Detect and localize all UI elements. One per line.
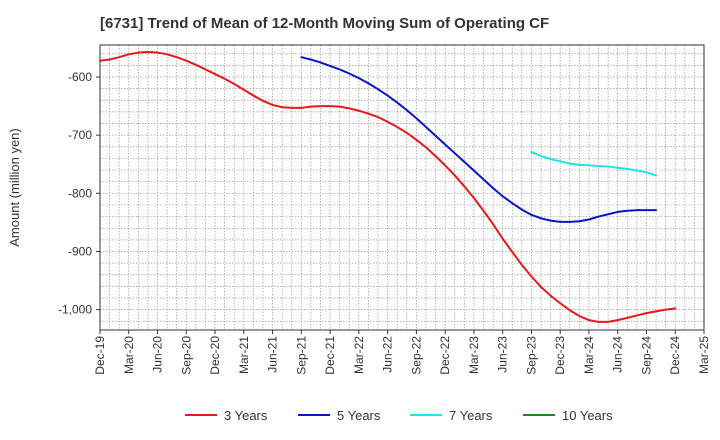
- y-tick-label: -800: [68, 186, 92, 200]
- x-tick-label: Dec-20: [208, 336, 222, 375]
- y-tick-label: -900: [68, 244, 92, 258]
- x-tick-label: Sep-22: [409, 336, 423, 375]
- x-tick-label: Mar-20: [122, 336, 136, 374]
- x-tick-label: Mar-22: [352, 336, 366, 374]
- grid: [100, 45, 704, 330]
- y-tick-label: -600: [68, 70, 92, 84]
- x-axis: Dec-19 Mar-20 Jun-20 Sep-20 Dec-20 Mar-21 Jun-…: [93, 330, 711, 375]
- plot-frame: [99, 44, 705, 331]
- series-group: [99, 50, 677, 323]
- x-tick-label: Jun-20: [151, 336, 165, 373]
- x-tick-label: Dec-22: [438, 336, 452, 375]
- x-tick-label: Sep-24: [639, 336, 653, 375]
- plot-area: [100, 45, 704, 330]
- chart-title: [6731] Trend of Mean of 12-Month Moving …: [100, 15, 549, 32]
- legend: 3 Years 5 Years 7 Years 10 Years: [185, 408, 613, 423]
- series-line-3-years: [99, 50, 677, 323]
- x-tick-label: Sep-21: [294, 336, 308, 375]
- x-tick-label: Mar-23: [467, 336, 481, 374]
- series-line-5-years: [300, 56, 658, 223]
- x-tick-label: Jun-23: [496, 336, 510, 373]
- legend-label: 10 Years: [562, 408, 613, 423]
- y-tick-label: -700: [68, 128, 92, 142]
- x-tick-label: Sep-23: [524, 336, 538, 375]
- x-tick-label: Dec-21: [323, 336, 337, 375]
- x-tick-label: Jun-22: [381, 336, 395, 373]
- x-tick-label: Dec-19: [93, 336, 107, 375]
- legend-label: 7 Years: [449, 408, 493, 423]
- y-tick-label: -1,000: [58, 303, 92, 317]
- x-tick-label: Sep-20: [179, 336, 193, 375]
- y-axis: -600 -700 -800 -900 -1,000: [58, 70, 100, 317]
- x-tick-label: Dec-24: [668, 336, 682, 375]
- series-line-7-years: [530, 151, 658, 177]
- x-tick-label: Mar-24: [582, 336, 596, 374]
- x-tick-label: Jun-21: [266, 336, 280, 373]
- x-tick-label: Mar-21: [237, 336, 251, 374]
- y-axis-label: Amount (million yen): [7, 128, 22, 247]
- x-tick-label: Dec-23: [553, 336, 567, 375]
- legend-label: 5 Years: [337, 408, 381, 423]
- legend-label: 3 Years: [224, 408, 268, 423]
- x-tick-label: Jun-24: [611, 336, 625, 373]
- x-tick-label: Mar-25: [697, 336, 711, 374]
